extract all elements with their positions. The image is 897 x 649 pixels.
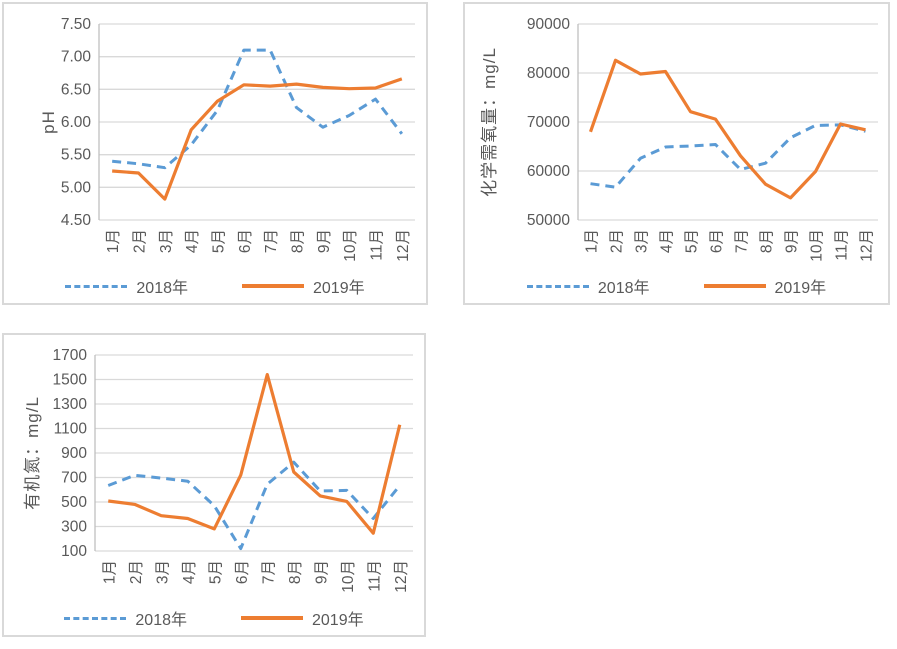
- x-tick-label: 5月: [207, 560, 224, 584]
- x-tick-label: 2月: [132, 229, 149, 253]
- x-tick-label: 9月: [313, 560, 330, 584]
- x-tick-label: 1月: [584, 229, 601, 253]
- series-2019-line-sample: [703, 284, 766, 288]
- x-tick-label: 7月: [734, 229, 751, 253]
- chart-panel-ph: 7.50 7.00 6.50 6.00 5.50 5.00 4.50 1月 2月 3月 4月 5月 6月…: [2, 2, 428, 305]
- y-axis-title: 化学需氧量：mg/L: [480, 47, 499, 197]
- x-tick-label: 5月: [684, 229, 701, 253]
- legend-item-2018: 2018年: [64, 606, 187, 630]
- x-tick-label: 6月: [234, 560, 251, 584]
- y-tick-label: 700: [61, 470, 87, 487]
- series-2019年-line: [588, 58, 866, 200]
- x-tick-label: 8月: [287, 560, 304, 584]
- legend-label-2018: 2018年: [136, 280, 188, 297]
- y-tick-label: 50000: [527, 212, 570, 229]
- y-tick-label: 5.50: [61, 147, 92, 164]
- x-tick-label: 10月: [342, 229, 359, 262]
- cod-chart-plot: 90000 80000 70000 60000 50000 1月 2月 3月 4月 5月 6月 7月 8…: [480, 16, 878, 262]
- legend-item-2018: 2018年: [526, 274, 650, 298]
- y-tick-label: 5.00: [61, 179, 92, 196]
- x-tick-label: 4月: [659, 229, 676, 253]
- legend-item-2019: 2019年: [703, 274, 827, 298]
- x-tick-label: 1月: [101, 560, 118, 584]
- y-tick-label: 500: [61, 494, 87, 511]
- y-tick-label: 100: [61, 543, 87, 560]
- y-tick-label: 300: [61, 519, 87, 536]
- x-tick-label: 1月: [105, 229, 122, 253]
- x-tick-label: 11月: [366, 560, 383, 592]
- y-tick-label: 7.50: [61, 16, 92, 33]
- y-tick-label: 900: [61, 445, 87, 462]
- chart-panel-cod: 90000 80000 70000 60000 50000 1月 2月 3月 4月 5月 6月 7月 8…: [463, 2, 890, 305]
- y-axis-title: pH: [39, 110, 58, 134]
- x-tick-label: 6月: [237, 229, 254, 253]
- x-tick-label: 11月: [369, 229, 386, 261]
- ph-legend: 2018年 2019年: [4, 274, 426, 298]
- series-2018-line-sample: [65, 284, 128, 288]
- y-tick-label: 6.50: [61, 81, 92, 98]
- x-tick-label: 7月: [260, 560, 277, 584]
- x-tick-label: 5月: [211, 229, 228, 253]
- x-tick-label: 4月: [181, 560, 198, 584]
- series-2018-line-sample: [64, 616, 127, 620]
- legend-item-2019: 2019年: [241, 606, 364, 630]
- legend-item-2018: 2018年: [65, 274, 188, 298]
- y-tick-label: 90000: [527, 16, 570, 33]
- x-tick-label: 2月: [609, 229, 626, 253]
- y-axis-title: 有机氮：mg/L: [23, 396, 42, 510]
- x-tick-label: 3月: [154, 560, 171, 584]
- x-tick-label: 2月: [128, 560, 145, 584]
- x-tick-label: 4月: [184, 229, 201, 253]
- y-tick-label: 1300: [53, 396, 88, 413]
- ph-chart-plot: 7.50 7.00 6.50 6.00 5.50 5.00 4.50 1月 2月 3月 4月 5月 6月…: [39, 16, 415, 262]
- x-tick-label: 12月: [393, 560, 410, 593]
- organic-nitrogen-chart-plot: 1700 1500 1300 1100 900 700 500 300 100 1月 2月 3月 4月 5…: [23, 347, 413, 593]
- y-tick-label: 1500: [53, 372, 88, 389]
- series-2019-line-sample: [241, 616, 303, 620]
- y-tick-label: 6.00: [61, 114, 92, 131]
- x-tick-label: 8月: [759, 229, 776, 253]
- series-2018年-line: [590, 123, 866, 189]
- legend-label-2019: 2019年: [313, 280, 365, 297]
- organic-nitrogen-legend: 2018年 2019年: [4, 606, 424, 630]
- y-tick-label: 80000: [527, 65, 570, 82]
- x-tick-label: 11月: [834, 229, 851, 261]
- series-2018年-line: [107, 460, 401, 551]
- x-tick-label: 12月: [395, 229, 412, 262]
- x-tick-label: 9月: [316, 229, 333, 253]
- y-tick-label: 60000: [527, 163, 570, 180]
- y-tick-label: 4.50: [61, 212, 92, 229]
- chart-panel-organic-nitrogen: 1700 1500 1300 1100 900 700 500 300 100 1月 2月 3月 4月 5…: [2, 333, 426, 637]
- y-tick-label: 70000: [527, 114, 570, 131]
- y-tick-label: 1100: [54, 421, 88, 438]
- y-tick-label: 7.00: [61, 49, 92, 66]
- x-tick-label: 3月: [158, 229, 175, 253]
- series-2019年-line: [108, 372, 402, 535]
- series-2018-line-sample: [526, 284, 589, 288]
- x-tick-label: 10月: [809, 229, 826, 262]
- x-tick-label: 7月: [263, 229, 280, 253]
- x-tick-label: 10月: [340, 560, 357, 593]
- x-tick-label: 12月: [859, 229, 876, 262]
- series-2019年-line: [112, 77, 403, 201]
- y-tick-label: 1700: [53, 347, 88, 364]
- x-tick-label: 6月: [709, 229, 726, 253]
- x-tick-label: 9月: [784, 229, 801, 253]
- legend-item-2019: 2019年: [242, 274, 365, 298]
- legend-label-2018: 2018年: [135, 612, 187, 629]
- series-2019-line-sample: [242, 284, 304, 288]
- legend-label-2018: 2018年: [597, 280, 650, 297]
- legend-label-2019: 2019年: [312, 612, 364, 629]
- x-tick-label: 8月: [290, 229, 307, 253]
- series-2018年-line: [112, 48, 404, 170]
- cod-legend: 2018年 2019年: [465, 274, 888, 298]
- legend-label-2019: 2019年: [774, 280, 827, 297]
- x-tick-label: 3月: [634, 229, 651, 253]
